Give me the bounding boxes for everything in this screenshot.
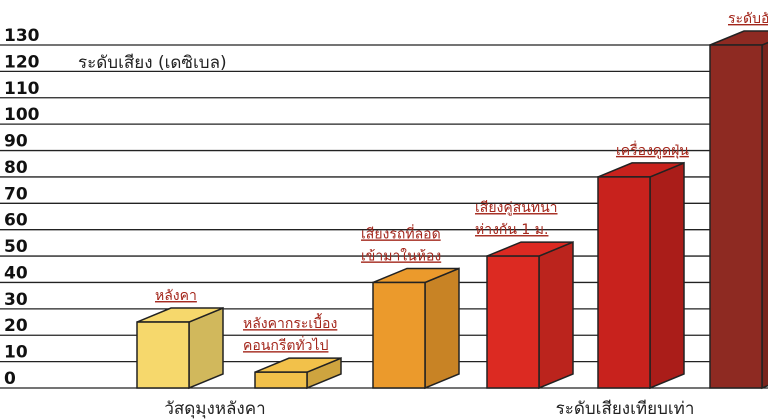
bar [372,267,460,390]
y-tick-label: 70 [4,184,28,204]
bar-side [538,240,574,390]
bar-side [424,267,460,390]
bar-label: เสียงคู่สนทนา [475,200,558,216]
bar [136,306,224,390]
group-label: วัสดุมุงหลังคา [164,399,265,419]
y-tick-label: 10 [4,343,28,363]
y-axis-label: ระดับเสียง (เดซิเบล) [78,53,227,73]
group-label: ระดับเสียงเทียบเท่า [556,399,695,419]
y-tick-label: 110 [4,79,40,99]
bar-front [709,44,763,389]
bar-label: หลังคา [155,288,197,304]
y-tick-label: 130 [4,26,40,46]
y-tick-label: 40 [4,263,28,283]
bar-label: คอนกรีตทั่วไป [243,336,329,354]
y-tick-label: 20 [4,316,28,336]
y-tick-label: 100 [4,105,40,125]
bar-front [136,321,190,389]
bar [486,240,574,390]
bar-label: เข้ามาในห้อง [361,247,441,264]
bar [709,30,768,390]
bar-front [486,255,540,389]
y-tick-label: 60 [4,211,28,231]
y-tick-label: 50 [4,237,28,257]
bar-label: เครื่องดูดฝุ่น [616,141,689,159]
bar-front [597,176,651,389]
bar-side [761,41,768,390]
y-tick-label: 120 [4,52,40,72]
bar-front [254,371,308,389]
bar [254,357,342,390]
bar-label: หลังคากระเบื้อง [243,313,337,332]
bar-label: ระดับอันต [728,11,768,27]
bar-label: เสียงรถที่ลอด [361,224,441,242]
bar-side [649,161,685,390]
bar [597,161,685,390]
y-tick-label: 80 [4,158,28,178]
y-tick-label: 30 [4,290,28,310]
y-tick-label: 90 [4,132,28,152]
bar-label: ห่างกัน 1 ม. [475,222,548,238]
y-tick-label: 0 [4,369,16,389]
bar-top [709,30,768,46]
bar-front [372,281,426,389]
